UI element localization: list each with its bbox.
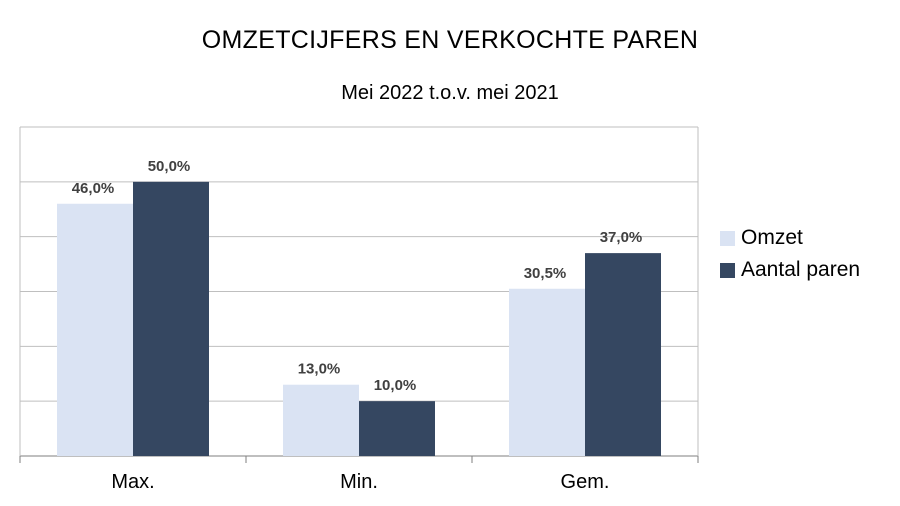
category-label: Gem. — [561, 471, 610, 493]
bar-aantal-paren-2 — [585, 253, 661, 456]
legend-item-aantal-paren: Aantal paren — [720, 254, 860, 286]
data-label: 10,0% — [374, 377, 417, 394]
category-label: Max. — [111, 471, 154, 493]
data-label: 50,0% — [148, 158, 191, 175]
bar-aantal-paren-1 — [359, 401, 435, 456]
data-label: 13,0% — [298, 361, 341, 378]
legend-label-omzet: Omzet — [741, 226, 803, 249]
chart-title: OMZETCIJFERS EN VERKOCHTE PAREN — [201, 26, 699, 54]
legend-label-aantal-paren: Aantal paren — [741, 258, 861, 281]
data-label: 46,0% — [72, 180, 115, 197]
legend-swatch-aantal-paren — [720, 262, 735, 278]
data-label: 37,0% — [600, 229, 643, 246]
bar-omzet-2 — [509, 288, 585, 456]
bar-aantal-paren-0 — [133, 181, 209, 457]
chart-subtitle: Mei 2022 t.o.v. mei 2021 — [341, 82, 559, 104]
legend-item-omzet: Omzet — [720, 222, 860, 254]
category-label: Min. — [340, 471, 378, 493]
data-label: 30,5% — [524, 265, 567, 282]
bar-omzet-1 — [283, 384, 359, 456]
legend-swatch-omzet — [720, 230, 735, 246]
legend: Omzet Aantal paren — [720, 222, 860, 286]
bar-omzet-0 — [57, 203, 133, 456]
